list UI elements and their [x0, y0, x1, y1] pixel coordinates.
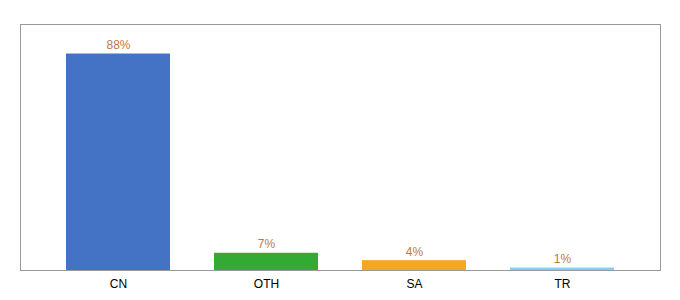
svg-text:TR: TR: [555, 277, 571, 291]
svg-text:SA: SA: [406, 277, 422, 291]
svg-text:1%: 1%: [554, 252, 572, 266]
svg-text:OTH: OTH: [254, 277, 279, 291]
svg-text:CN: CN: [110, 277, 127, 291]
svg-text:4%: 4%: [406, 245, 424, 259]
svg-text:7%: 7%: [258, 237, 276, 251]
svg-text:88%: 88%: [106, 38, 130, 52]
